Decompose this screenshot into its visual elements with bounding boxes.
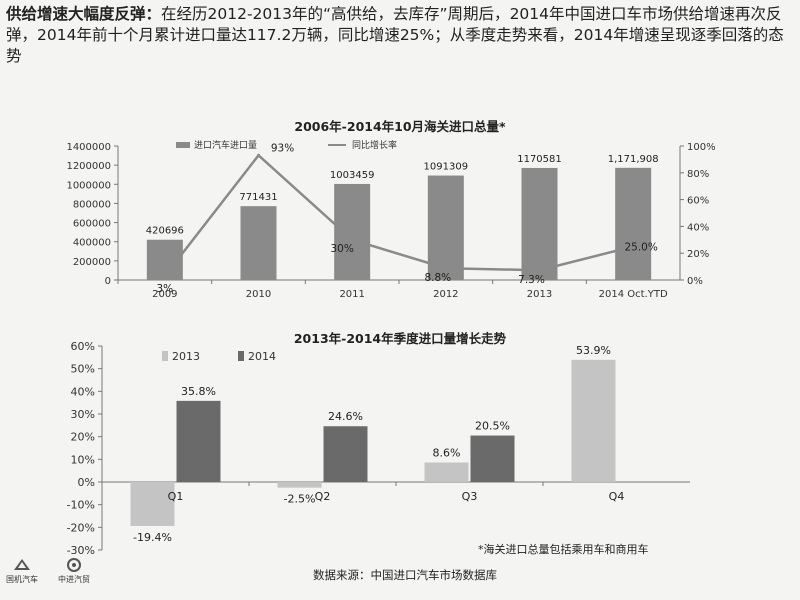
chart1-bar [615, 167, 652, 280]
chart1-line-label: 30% [330, 243, 353, 255]
logo-guoji-label: 国机汽车 [6, 575, 38, 584]
chart2-category-label: Q2 [315, 490, 331, 503]
chart2-bar-label: 8.6% [433, 447, 461, 460]
chart1-right-tick-label: 20% [687, 249, 709, 260]
chart1-bar [427, 175, 464, 280]
chart1-bar-label: 420696 [146, 226, 184, 237]
source-note: 数据来源：中国进口汽车市场数据库 [313, 568, 497, 582]
chart1-line-label: 8.8% [424, 272, 451, 284]
chart1-line-label: 93% [271, 142, 294, 154]
chart1-x-tick-label: 2013 [527, 289, 552, 300]
chart2-tick-label: -10% [67, 499, 95, 512]
chart2-tick-label: -30% [67, 544, 95, 557]
chart1-left-tick-label: 1400000 [66, 142, 111, 153]
chart2: -30% -20% -10% 0% 10% 20% 30% 40% 50% 60% -19.4% 35… [67, 340, 690, 557]
chart1-bar [334, 183, 371, 280]
chart2-bar [277, 482, 322, 488]
chart1-bar [521, 167, 558, 280]
chart1-bar-label: 1091309 [424, 162, 469, 173]
logo-guoji: 国机汽车 [6, 558, 38, 585]
chart1-bar-label: 771431 [239, 192, 277, 203]
chart1-line-label: 7.3% [518, 274, 545, 286]
chart2-bar-label: -2.5% [284, 493, 316, 506]
chart2-category-label: Q1 [168, 490, 184, 503]
chart1-x-tick-label: 2014 Oct.YTD [599, 289, 668, 300]
chart1-x-tick-label: 2009 [152, 289, 177, 300]
chart2-bar [571, 359, 616, 482]
chart1-left-tick-label: 400000 [73, 238, 111, 249]
chart2-bar-label: -19.4% [133, 531, 172, 544]
header-body: 在经历2012-2013年的“高供给，去库存”周期后，2014年中国进口车市场供… [6, 5, 784, 65]
chart1-right-tick-label: 80% [687, 169, 709, 180]
header-bold: 供给增速大幅度反弹： [6, 5, 162, 23]
chart2-bar-label: 53.9% [576, 344, 611, 357]
chart2-category-label: Q4 [609, 490, 625, 503]
chart1-line-label: 25.0% [624, 242, 657, 254]
chart1-x-tick-label: 2010 [246, 289, 271, 300]
chart2-bar [323, 426, 368, 482]
chart1-left-tick-label: 0 [105, 276, 111, 287]
chart1-right-tick-label: 0% [687, 276, 703, 287]
chart2-bar-label: 24.6% [328, 410, 363, 423]
chart1-left-tick-label: 1000000 [66, 180, 111, 191]
chart2-category-label: Q3 [462, 490, 478, 503]
chart1-line-point [444, 266, 448, 270]
chart2-bar-label: 35.8% [181, 385, 216, 398]
chart2-tick-label: 10% [71, 453, 95, 466]
chart1-right-tick-label: 100% [687, 142, 716, 153]
chart1-right-tick-label: 60% [687, 196, 709, 207]
chart1-line-point [631, 245, 635, 248]
chart2-legend-label-2013: 2013 [172, 350, 200, 363]
chart1-left-tick-label: 1200000 [66, 161, 111, 172]
chart1-line-point [257, 153, 260, 157]
chart2-tick-label: 50% [71, 363, 95, 376]
chart1-right-tick-label: 40% [687, 222, 709, 233]
chart1-line-point [538, 268, 541, 272]
logo-zhongjin: 中进汽贸 [58, 558, 90, 585]
chart2-tick-label: 40% [71, 385, 95, 398]
chart2-title: 2013年-2014年季度进口量增长走势 [293, 331, 507, 346]
chart1-title: 2006年-2014年10月海关进口总量* [294, 119, 506, 134]
chart1-line-point [163, 274, 167, 278]
chart1-bar-label: 1,171,908 [608, 154, 659, 165]
chart2-bar [470, 435, 515, 482]
chart2-tick-label: 20% [71, 431, 95, 444]
chart2-bar [130, 482, 175, 526]
chart1-bar [240, 206, 277, 280]
chart1-legend-bar-label: 进口汽车进口量 [194, 139, 257, 151]
chart1-x-tick-label: 2012 [433, 289, 458, 300]
chart2-bar [424, 462, 469, 482]
chart2-bar-label: 20.5% [475, 420, 510, 433]
footnote: *海关进口总量包括乘用车和商用车 [478, 543, 649, 556]
chart1-bar-label: 1170581 [517, 154, 562, 165]
chart1-legend-bar-swatch [176, 142, 190, 148]
chart2-bar [176, 400, 221, 482]
logo-zhongjin-label: 中进汽贸 [58, 575, 90, 584]
chart1-legend-line-label: 同比增长率 [352, 139, 397, 151]
chart1-left-tick-label: 200000 [73, 257, 111, 268]
chart1-x-tick-label: 2011 [339, 289, 364, 300]
chart1-line-label: 3% [156, 283, 173, 295]
chart1-bar-label: 1003459 [330, 170, 375, 181]
chart1-left-tick-label: 600000 [73, 219, 111, 230]
chart1-growth-line [163, 153, 634, 277]
chart2-tick-label: 60% [71, 340, 95, 353]
sail-logo-icon [14, 559, 30, 570]
chart2-tick-label: -20% [67, 521, 95, 534]
chart1-line-point [350, 238, 354, 242]
chart2-legend-label-2014: 2014 [248, 350, 276, 363]
chart2-legend-swatch-2013 [162, 351, 168, 361]
chart2-legend-swatch-2014 [238, 351, 244, 361]
header-text: 供给增速大幅度反弹：在经历2012-2013年的“高供给，去库存”周期后，201… [6, 4, 796, 67]
chart2-tick-label: 30% [71, 408, 95, 421]
chart2-tick-label: 0% [78, 476, 95, 489]
ring-logo-icon [67, 558, 81, 572]
chart1: 0 200000 400000 600000 800000 1000000 1200000 1… [66, 139, 716, 300]
chart1-left-tick-label: 800000 [73, 199, 111, 210]
